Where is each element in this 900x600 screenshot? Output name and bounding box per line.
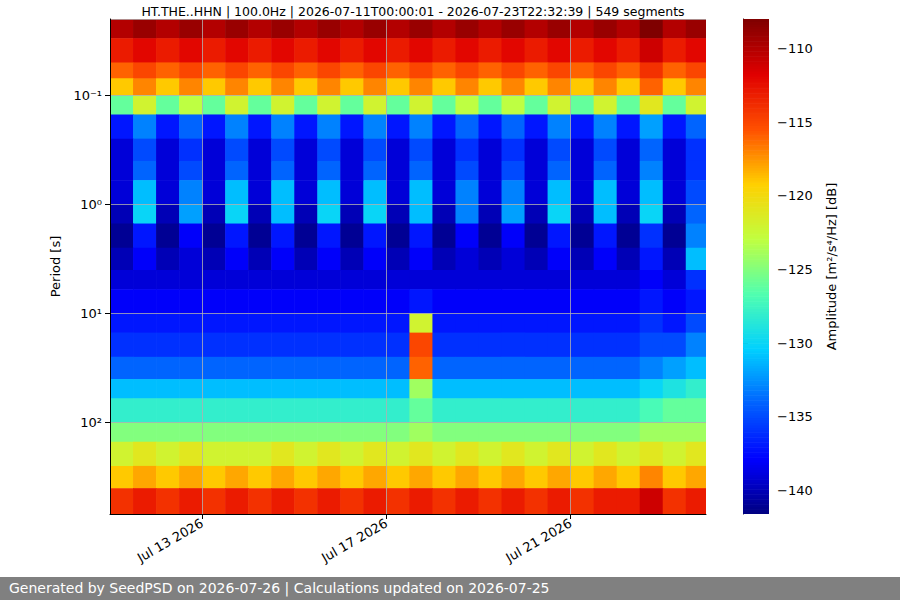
svg-text:10⁻¹: 10⁻¹ (73, 88, 102, 103)
svg-text:10¹: 10¹ (80, 306, 102, 321)
svg-text:HT.THE..HHN | 100.0Hz | 2026-0: HT.THE..HHN | 100.0Hz | 2026-07-11T00:00… (141, 4, 684, 19)
svg-text:10⁰: 10⁰ (80, 197, 102, 212)
svg-text:Amplitude [m²/s⁴/Hz] [dB]: Amplitude [m²/s⁴/Hz] [dB] (824, 183, 839, 351)
svg-text:−130: −130 (777, 336, 813, 351)
svg-text:Jul 21 2026: Jul 21 2026 (502, 516, 574, 566)
svg-text:−115: −115 (777, 115, 813, 130)
svg-text:10²: 10² (80, 415, 102, 430)
svg-text:Jul 17 2026: Jul 17 2026 (318, 516, 390, 566)
svg-text:−120: −120 (777, 188, 813, 203)
svg-text:Period [s]: Period [s] (48, 236, 63, 298)
svg-text:−110: −110 (777, 41, 813, 56)
svg-text:−125: −125 (777, 262, 813, 277)
svg-text:Generated by SeedPSD on 2026-0: Generated by SeedPSD on 2026-07-26 | Cal… (9, 580, 550, 597)
svg-text:Jul 13 2026: Jul 13 2026 (134, 516, 206, 566)
svg-text:−140: −140 (777, 483, 813, 498)
svg-text:−135: −135 (777, 409, 813, 424)
